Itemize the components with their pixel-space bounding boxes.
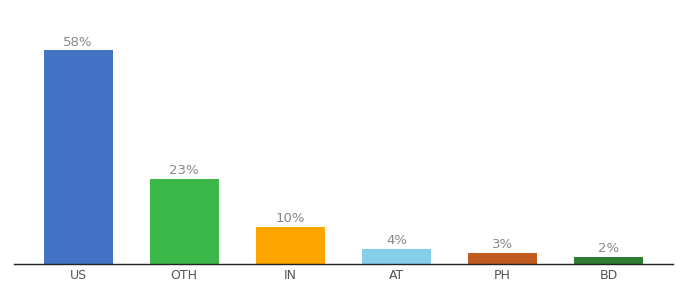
Bar bbox=[150, 179, 219, 264]
Text: 58%: 58% bbox=[63, 36, 93, 49]
Bar bbox=[362, 249, 431, 264]
Text: 4%: 4% bbox=[386, 234, 407, 248]
Bar bbox=[574, 256, 643, 264]
Text: 3%: 3% bbox=[492, 238, 513, 251]
Bar bbox=[44, 50, 113, 264]
Text: 10%: 10% bbox=[275, 212, 305, 225]
Text: 23%: 23% bbox=[169, 164, 199, 178]
Bar bbox=[256, 227, 325, 264]
Text: 2%: 2% bbox=[598, 242, 619, 255]
Bar bbox=[468, 253, 537, 264]
